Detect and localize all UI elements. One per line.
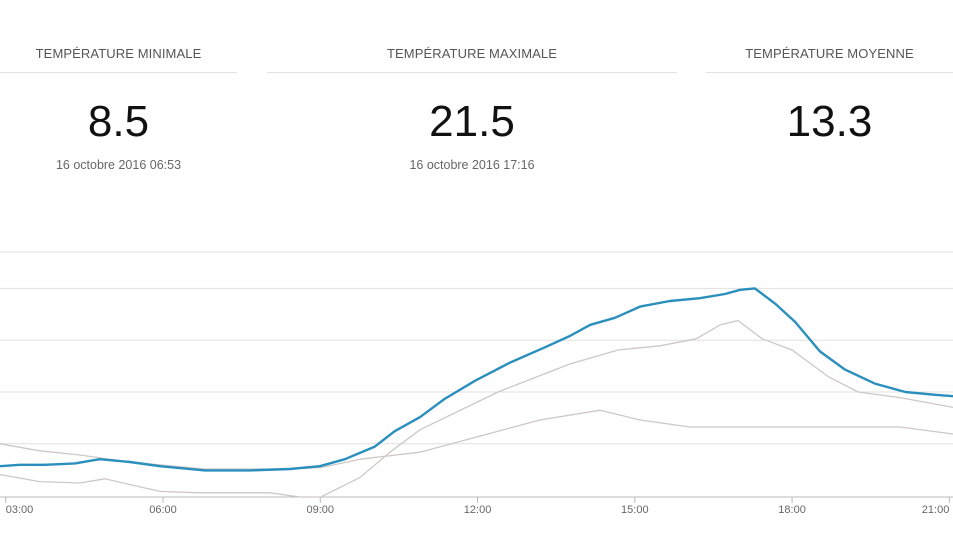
x-tick-label: 18:00: [778, 504, 806, 516]
x-tick-label: 12:00: [464, 504, 492, 516]
stat-date: 16 octobre 2016 06:53: [55, 158, 182, 172]
stat-title: TEMPÉRATURE MAXIMALE: [386, 46, 558, 61]
series-line-temperature: [0, 287, 953, 472]
stat-value: 13.3: [786, 97, 873, 146]
x-tick-label: 06:00: [149, 504, 177, 516]
stat-title: TEMPÉRATURE MOYENNE: [745, 46, 914, 61]
divider: [706, 72, 953, 73]
series-line-series-2: [0, 319, 953, 498]
stat-title: TEMPÉRATURE MINIMALE: [35, 46, 202, 61]
x-tick-label: 03:00: [6, 504, 34, 516]
series-line-series-3: [0, 409, 953, 470]
stat-card-min: TEMPÉRATURE MINIMALE 8.5 16 octobre 2016…: [0, 0, 237, 190]
stat-value: 21.5: [429, 97, 515, 146]
divider: [0, 72, 237, 73]
divider: [267, 72, 677, 73]
x-tick-label: 09:00: [307, 504, 335, 516]
x-tick-label: 15:00: [621, 504, 649, 516]
stat-card-avg: TEMPÉRATURE MOYENNE 13.3: [706, 0, 953, 190]
stat-date: 16 octobre 2016 17:16: [409, 158, 535, 172]
x-tick-label: 21:00: [922, 504, 950, 516]
stat-value: 8.5: [87, 97, 150, 146]
stat-card-max: TEMPÉRATURE MAXIMALE 21.5 16 octobre 201…: [267, 0, 677, 190]
